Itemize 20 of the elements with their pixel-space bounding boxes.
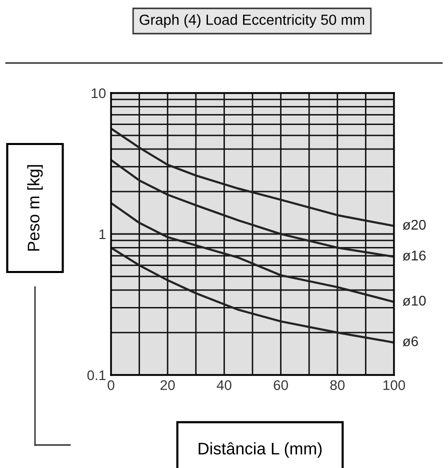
line-series: [111, 246, 394, 344]
x-tick-label: 60: [274, 380, 288, 390]
series-label: ø10: [402, 296, 426, 306]
series-label: ø16: [402, 250, 426, 261]
series-label: ø20: [402, 220, 426, 230]
x-axis-title: Distância L (mm): [198, 442, 322, 458]
y-tick-label: 1: [99, 229, 106, 240]
y-tick-label: 0.1: [87, 370, 106, 380]
x-tick-label: 0: [108, 380, 114, 390]
y-tick-label: 10: [92, 88, 106, 98]
x-tick-label: 80: [330, 380, 345, 390]
line-series: [111, 127, 394, 228]
chart-title: Graph (4) Load Eccentricity 50 mm: [140, 14, 364, 28]
line-series: [111, 158, 394, 258]
x-tick-label: 100: [383, 380, 406, 390]
x-tick-label: 20: [160, 380, 175, 390]
series-label: ø6: [402, 336, 418, 346]
y-axis-title: Peso m [kg]: [27, 165, 43, 251]
x-tick-label: 40: [216, 380, 232, 390]
line-series: [111, 202, 394, 303]
